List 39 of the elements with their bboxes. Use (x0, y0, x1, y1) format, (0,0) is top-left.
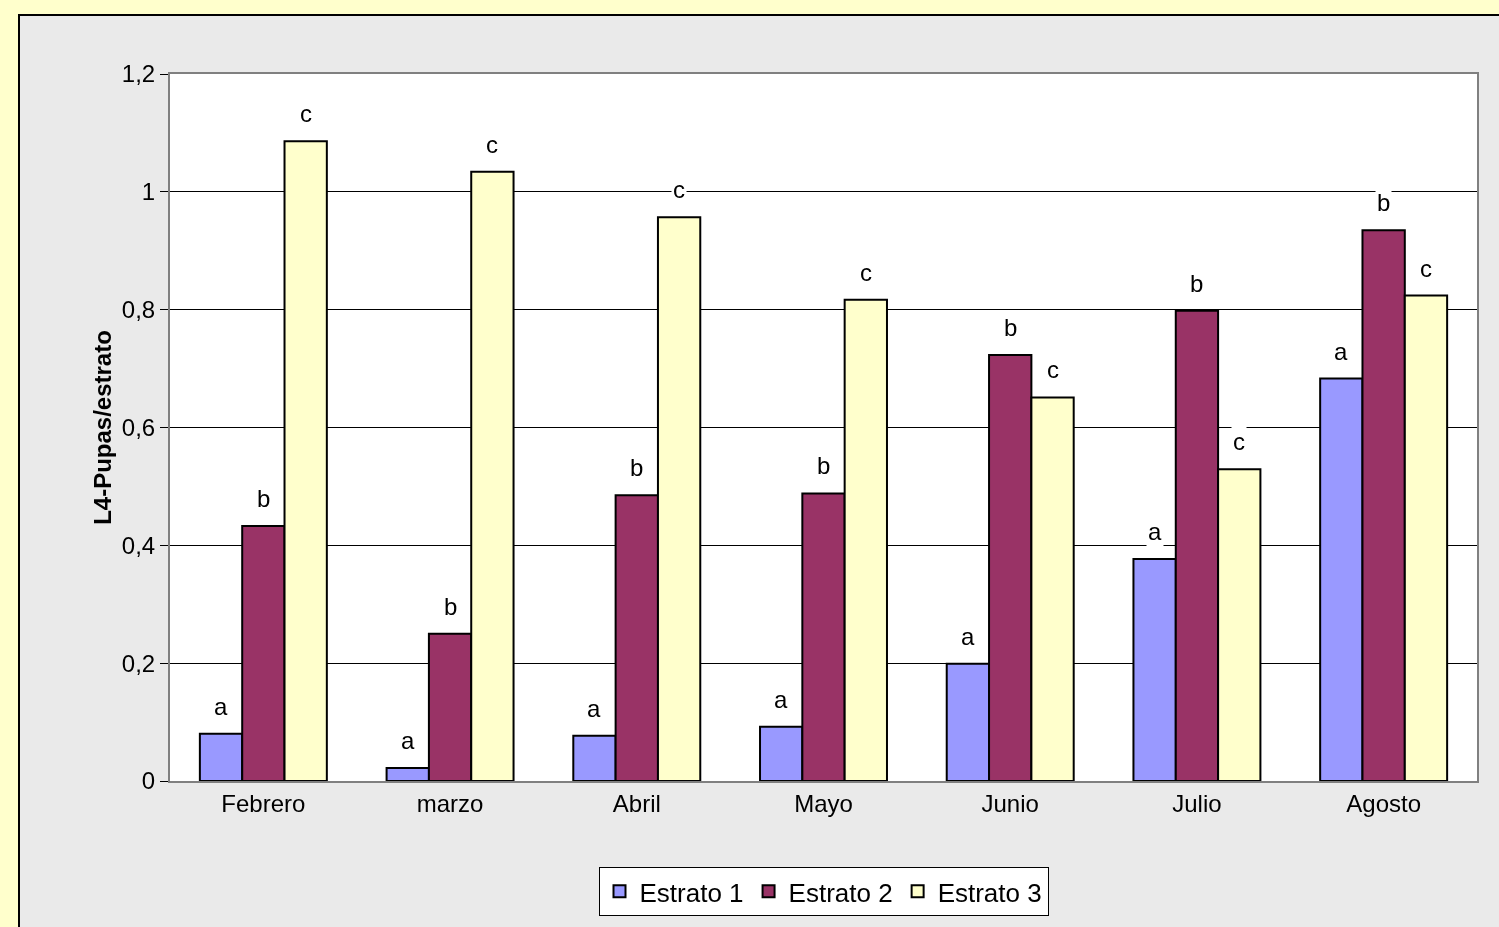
data-label: c (486, 131, 498, 158)
data-label: a (1148, 518, 1162, 545)
data-label: a (587, 695, 601, 722)
data-label: b (1190, 270, 1204, 297)
y-tick-label: 0,4 (121, 531, 156, 559)
x-tick-label: marzo (416, 789, 484, 817)
data-label: c (1420, 255, 1432, 282)
x-tick-label: Febrero (221, 789, 306, 817)
y-tick-label: 1,2 (121, 60, 156, 88)
x-tick-label: Julio (1172, 789, 1222, 817)
y-tick-label: 1 (141, 178, 156, 206)
y-tick-label: 0,6 (121, 413, 156, 441)
y-axis-title: L4-Pupas/estrato (89, 330, 116, 525)
legend-label: Estrato 3 (937, 877, 1042, 908)
legend-label: Estrato 1 (639, 877, 744, 908)
data-label: a (961, 623, 975, 650)
legend-label: Estrato 2 (788, 877, 893, 908)
data-label: c (1047, 356, 1059, 383)
data-label: a (774, 686, 788, 713)
data-label: a (214, 693, 228, 720)
data-label: c (300, 100, 312, 127)
x-tick-label: Mayo (794, 789, 853, 817)
x-tick-label: Abril (612, 789, 661, 817)
data-label: b (1377, 189, 1391, 216)
data-label: b (630, 454, 644, 481)
data-label: c (1233, 428, 1245, 455)
x-tick-label: Junio (981, 789, 1039, 817)
data-label: b (257, 485, 271, 512)
y-tick-label: 0,2 (121, 649, 156, 677)
data-label: a (401, 727, 415, 754)
data-label: a (1334, 338, 1348, 365)
data-label: b (444, 593, 458, 620)
y-tick-label: 0 (141, 767, 156, 795)
data-label: b (1004, 314, 1018, 341)
y-tick-label: 0,8 (121, 296, 156, 324)
data-label: c (673, 176, 685, 203)
data-label: b (817, 452, 831, 479)
data-label: c (860, 259, 872, 286)
x-tick-label: Agosto (1346, 789, 1421, 817)
